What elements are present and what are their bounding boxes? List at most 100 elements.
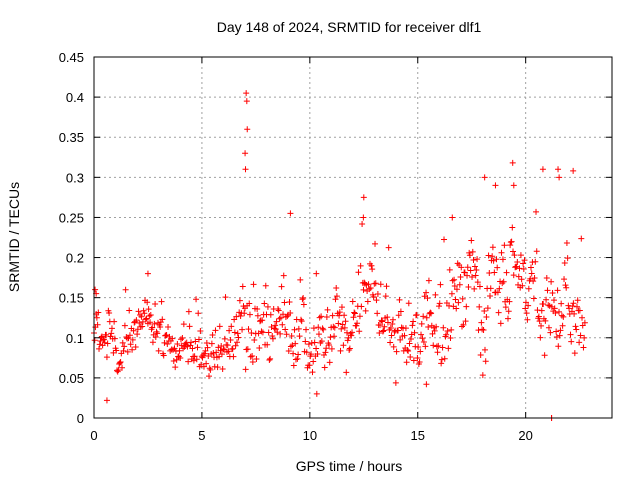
data-point <box>391 328 398 335</box>
data-point <box>246 311 253 318</box>
data-point <box>516 265 523 272</box>
data-point <box>135 308 142 315</box>
data-point <box>200 351 207 358</box>
data-point <box>170 346 177 353</box>
y-tick-label: 0 <box>77 411 84 426</box>
data-point <box>147 319 154 326</box>
data-point <box>424 295 431 302</box>
data-point <box>351 310 358 317</box>
data-point <box>351 309 358 316</box>
data-point <box>132 343 139 350</box>
data-point <box>443 331 450 338</box>
data-point <box>223 349 230 356</box>
data-point <box>380 327 387 334</box>
data-point <box>520 266 527 273</box>
data-point <box>425 323 432 330</box>
data-point <box>349 298 356 305</box>
data-point <box>119 364 126 371</box>
data-point <box>415 343 422 350</box>
data-point <box>502 304 509 311</box>
data-point <box>131 318 138 325</box>
data-point <box>474 279 481 286</box>
data-point <box>129 336 136 343</box>
data-point <box>209 332 216 339</box>
data-point <box>365 281 372 288</box>
data-point <box>265 329 272 336</box>
data-point <box>320 326 327 333</box>
data-point <box>225 348 232 355</box>
data-point <box>471 263 478 270</box>
data-point <box>576 307 583 314</box>
data-point <box>372 240 379 247</box>
data-point <box>542 317 549 324</box>
data-point <box>321 364 328 371</box>
data-point <box>519 282 526 289</box>
data-point <box>103 397 110 404</box>
data-point <box>143 315 150 322</box>
data-point <box>541 352 548 359</box>
data-point <box>241 310 248 317</box>
data-point <box>451 282 458 289</box>
data-point <box>535 313 542 320</box>
data-point <box>524 316 531 323</box>
data-point <box>281 299 288 306</box>
data-point <box>313 270 320 277</box>
data-point <box>445 345 452 352</box>
data-point <box>224 342 231 349</box>
data-point <box>448 326 455 333</box>
data-point <box>558 312 565 319</box>
grid-lines <box>94 57 612 418</box>
data-point <box>343 369 350 376</box>
data-point <box>436 300 443 307</box>
data-point <box>298 318 305 325</box>
data-point <box>358 303 365 310</box>
data-point <box>242 366 249 373</box>
data-point <box>213 349 220 356</box>
data-point <box>357 262 364 269</box>
data-point <box>234 339 241 346</box>
data-point <box>464 264 471 271</box>
data-point <box>389 321 396 328</box>
data-point <box>314 351 321 358</box>
data-point <box>525 285 532 292</box>
data-point <box>484 305 491 312</box>
data-point <box>122 286 129 293</box>
data-point <box>276 315 283 322</box>
data-point <box>355 269 362 276</box>
data-point <box>144 299 151 306</box>
data-point <box>447 334 454 341</box>
data-point <box>138 313 145 320</box>
data-point <box>573 326 580 333</box>
data-point <box>306 362 313 369</box>
plot-frame <box>93 56 613 419</box>
data-point <box>410 357 417 364</box>
data-point <box>545 302 552 309</box>
data-point <box>362 307 369 314</box>
x-tick-label: 15 <box>411 428 425 443</box>
data-point <box>335 320 342 327</box>
data-point <box>527 264 534 271</box>
data-point <box>92 286 99 293</box>
data-point <box>395 312 402 319</box>
data-point <box>377 322 384 329</box>
data-point <box>525 302 532 309</box>
data-point <box>197 327 204 334</box>
data-point <box>204 344 211 351</box>
data-point <box>280 311 287 318</box>
data-point <box>248 330 255 337</box>
data-point <box>472 272 479 279</box>
data-point <box>203 340 210 347</box>
data-point <box>458 264 465 271</box>
data-point <box>510 248 517 255</box>
data-point <box>125 335 132 342</box>
data-point <box>93 314 100 321</box>
data-point <box>437 281 444 288</box>
data-point <box>254 306 261 313</box>
data-point <box>514 258 521 265</box>
data-point <box>106 310 113 317</box>
data-point <box>297 316 304 323</box>
data-point <box>441 236 448 243</box>
chart-title: Day 148 of 2024, SRMTID for receiver dlf… <box>217 19 482 35</box>
data-point <box>215 344 222 351</box>
data-point <box>222 294 229 301</box>
